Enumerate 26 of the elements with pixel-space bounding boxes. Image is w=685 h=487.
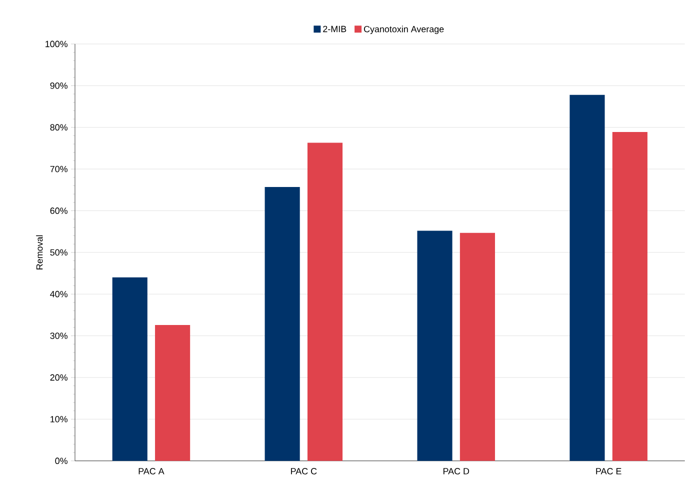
bar (612, 132, 648, 461)
y-tick-label: 50% (50, 249, 68, 256)
legend-label: 2-MIB (323, 26, 346, 32)
y-tick-label: 30% (50, 332, 68, 340)
y-tick-label: 20% (50, 374, 68, 381)
bar (307, 142, 343, 461)
y-tick-label: 100% (46, 40, 68, 48)
y-tick-label: 10% (50, 416, 68, 422)
bar (155, 325, 190, 461)
x-tick-label: PAC D (443, 468, 470, 474)
x-tick-label: PAC C (291, 468, 317, 474)
bar (264, 187, 300, 461)
y-tick-label: 90% (50, 82, 68, 89)
x-tick-label: PAC E (596, 468, 622, 474)
bar (460, 232, 495, 461)
bar (417, 230, 452, 461)
y-tick-label: 70% (50, 166, 68, 172)
legend-label: Cyanotoxin Average (364, 26, 444, 34)
bar (112, 278, 148, 461)
bar (570, 94, 605, 461)
y-tick-label: 0% (55, 458, 68, 464)
y-axis-title: Removal (36, 235, 43, 270)
y-tick-label: 60% (50, 208, 68, 214)
x-tick-label: PAC A (138, 468, 164, 474)
y-tick-label: 80% (50, 124, 68, 131)
y-tick-label: 40% (50, 291, 68, 298)
